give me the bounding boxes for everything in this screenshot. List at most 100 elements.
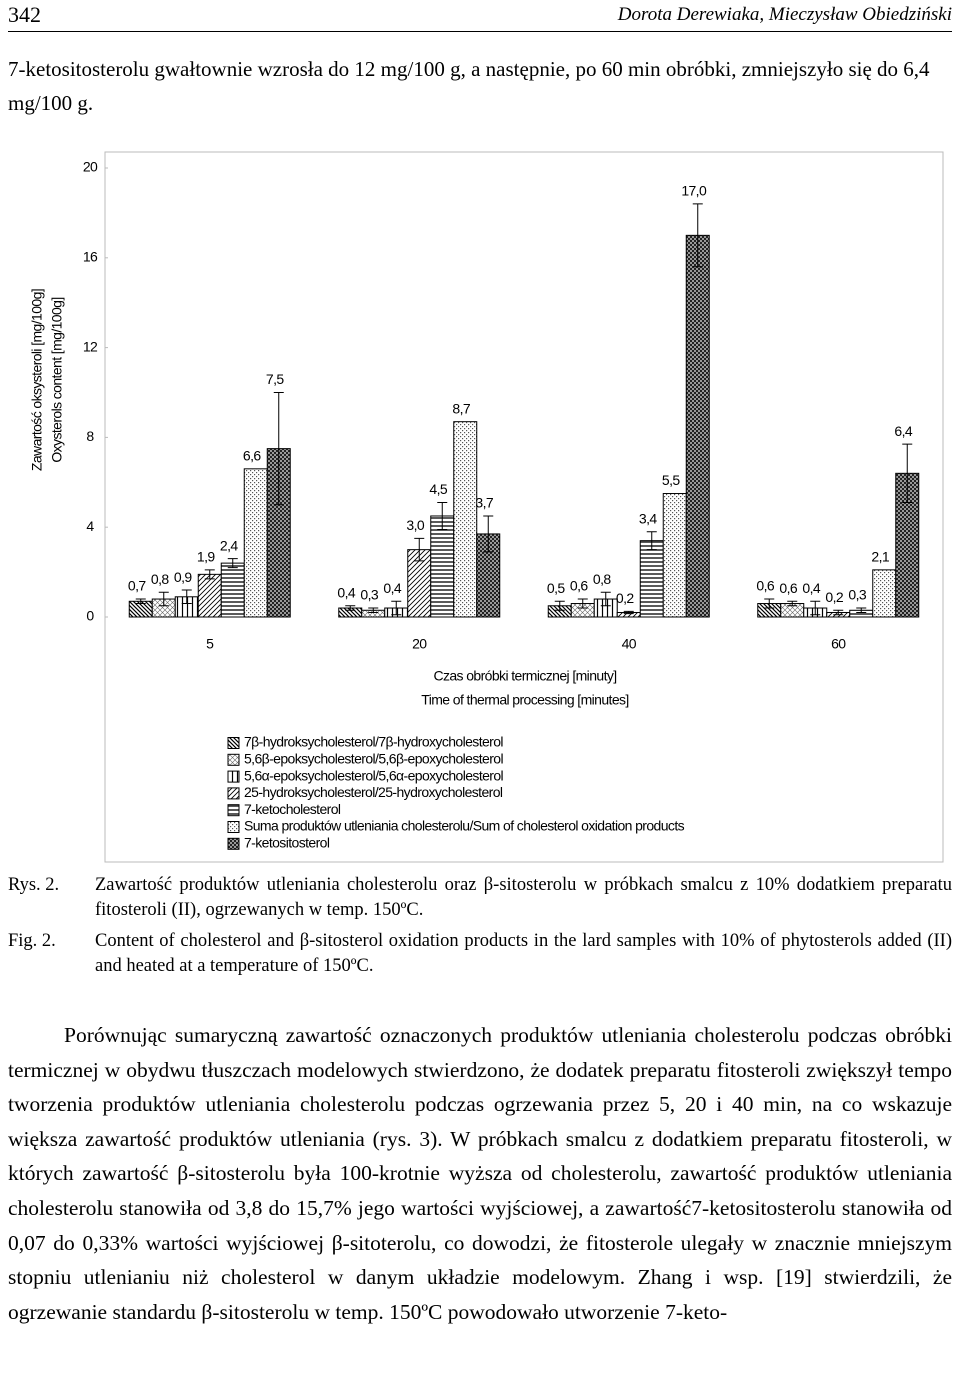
- chart: 0 4 8 12 16 20 Zawartość oksysteroli [mg/100g]…: [29, 151, 944, 863]
- error-bar: [437, 502, 448, 530]
- y-axis-title: Oxysterols content [mg/100g]: [49, 297, 65, 462]
- legend-swatch: [227, 804, 240, 817]
- error-bar: [204, 569, 215, 580]
- error-bar: [577, 598, 588, 609]
- caption-en: Fig. 2. Content of cholesterol and β-sit…: [8, 929, 952, 979]
- y-tick-label: 4: [86, 518, 94, 534]
- value-label: 7,5: [266, 371, 284, 387]
- error-bar: [158, 591, 169, 607]
- value-label: 0,7: [128, 578, 146, 594]
- caption-text: Content of cholesterol and β-sitosterol …: [95, 931, 952, 976]
- value-label: 0,8: [593, 571, 611, 587]
- error-bar: [368, 607, 379, 614]
- value-label: 2,4: [220, 537, 238, 553]
- bar: [197, 573, 222, 618]
- y-tick-label: 16: [83, 249, 98, 265]
- x-axis-title: Czas obróbki termicznej [minuty]: [433, 668, 616, 684]
- x-tick-label: 60: [831, 636, 846, 652]
- error-bar: [345, 605, 356, 611]
- value-label: 0,6: [570, 578, 588, 594]
- value-label: 6,4: [894, 423, 912, 439]
- page-number: 342: [8, 2, 41, 27]
- value-label: 0,8: [151, 571, 169, 587]
- bar: [685, 234, 710, 618]
- value-label: 5,5: [662, 472, 680, 488]
- error-bar: [600, 591, 611, 607]
- error-bar: [483, 515, 494, 553]
- legend-swatch: [227, 787, 240, 800]
- running-header: 342 Dorota Derewiaka, Mieczysław Obiedzi…: [8, 0, 952, 32]
- error-bar: [856, 607, 867, 614]
- y-tick-label: 0: [86, 608, 94, 624]
- value-label: 0,3: [848, 587, 866, 603]
- chart-frame: [104, 151, 944, 863]
- legend-label: 7-ketositosterol: [244, 835, 330, 851]
- legend-label: 25-hydroksycholesterol/25-hydroxycholest…: [244, 784, 503, 800]
- value-label: 3,7: [475, 495, 493, 511]
- error-bar: [414, 537, 425, 562]
- value-label: 0,6: [756, 578, 774, 594]
- value-label: 0,3: [360, 587, 378, 603]
- value-label: 0,4: [337, 584, 355, 600]
- value-label: 0,9: [174, 569, 192, 585]
- error-bar: [810, 600, 821, 616]
- value-label: 0,6: [779, 580, 797, 596]
- legend-swatch: [227, 753, 240, 766]
- error-bar: [764, 598, 775, 609]
- caption-label: Rys. 2.: [8, 875, 60, 895]
- error-bar: [902, 443, 913, 504]
- legend-label: 7-ketocholesterol: [244, 801, 341, 817]
- value-label: 1,9: [197, 549, 215, 565]
- value-label: 2,1: [871, 549, 889, 565]
- value-label: 0,4: [802, 580, 820, 596]
- x-axis-title: Time of thermal processing [minutes]: [421, 692, 628, 708]
- legend-label: 7β-hydroksycholesterol/7β-hydroxycholest…: [244, 734, 503, 750]
- legend-swatch: [227, 770, 240, 783]
- value-label: 6,6: [243, 448, 261, 464]
- x-tick-label: 5: [206, 636, 214, 652]
- x-tick-label: 20: [412, 636, 427, 652]
- bar: [243, 468, 268, 618]
- legend-swatch: [227, 737, 240, 749]
- error-bar: [787, 600, 798, 607]
- bar: [662, 493, 687, 618]
- y-axis-title: Zawartość oksysteroli [mg/100g]: [29, 289, 45, 471]
- error-bar: [227, 558, 238, 569]
- bar: [453, 421, 478, 618]
- legend-label: 5,6α-epoksycholesterol/5,6α-epoxycholest…: [244, 767, 504, 783]
- error-bar: [273, 392, 284, 506]
- error-bar: [554, 600, 565, 611]
- y-tick-label: 20: [83, 159, 98, 175]
- authors: Dorota Derewiaka, Mieczysław Obiedziński: [617, 4, 952, 25]
- error-bar: [135, 598, 146, 605]
- value-label: 3,4: [639, 510, 657, 526]
- error-bar: [623, 610, 634, 615]
- value-label: 0,5: [547, 580, 565, 596]
- error-bar: [646, 531, 657, 551]
- value-label: 0,2: [825, 589, 843, 605]
- paragraph: 7-ketositosterolu gwałtownie wzrosła do …: [8, 57, 930, 115]
- value-label: 4,5: [429, 481, 447, 497]
- error-bar: [181, 589, 192, 605]
- bar: [872, 569, 897, 618]
- legend-swatch: [227, 821, 240, 833]
- x-tick-label: 40: [622, 636, 637, 652]
- legend-swatch: [227, 837, 240, 850]
- error-bar: [833, 609, 844, 616]
- caption-pl: Rys. 2. Zawartość produktów utleniania c…: [8, 873, 952, 923]
- error-bar: [692, 203, 703, 268]
- caption-text: Zawartość produktów utleniania cholester…: [95, 875, 952, 920]
- bar: [430, 515, 455, 618]
- bar: [220, 562, 245, 618]
- legend-label: Suma produktów utleniania cholesterolu/S…: [244, 818, 685, 834]
- caption-label: Fig. 2.: [8, 931, 56, 951]
- value-label: 17,0: [681, 183, 707, 199]
- y-tick-label: 12: [83, 338, 98, 354]
- value-label: 3,0: [406, 517, 424, 533]
- bar: [639, 540, 664, 618]
- legend-label: 5,6β-epoksycholesterol/5,6β-epoxycholest…: [244, 751, 503, 767]
- value-label: 8,7: [452, 400, 470, 416]
- y-tick-label: 8: [86, 428, 94, 444]
- value-label: 0,4: [383, 580, 401, 596]
